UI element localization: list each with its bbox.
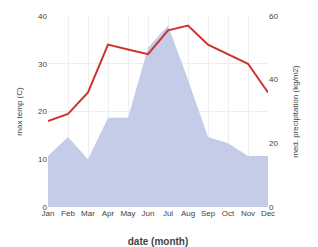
- svg-text:med. precipitation (kg/m2): med. precipitation (kg/m2): [291, 65, 300, 158]
- svg-text:20: 20: [269, 139, 278, 148]
- svg-text:date (month): date (month): [128, 236, 189, 247]
- svg-text:0: 0: [43, 203, 48, 212]
- svg-text:Feb: Feb: [61, 209, 75, 218]
- svg-text:Jul: Jul: [163, 209, 173, 218]
- svg-text:Dec: Dec: [261, 209, 275, 218]
- svg-text:60: 60: [269, 12, 278, 21]
- svg-text:May: May: [120, 209, 135, 218]
- svg-text:Nov: Nov: [241, 209, 255, 218]
- svg-text:10: 10: [38, 155, 47, 164]
- svg-text:Jan: Jan: [42, 209, 55, 218]
- svg-text:Sep: Sep: [201, 209, 216, 218]
- svg-text:Mar: Mar: [81, 209, 95, 218]
- svg-text:0: 0: [269, 203, 274, 212]
- svg-text:Aug: Aug: [181, 209, 195, 218]
- svg-text:20: 20: [38, 107, 47, 116]
- svg-text:Oct: Oct: [222, 209, 235, 218]
- svg-text:Jun: Jun: [142, 209, 155, 218]
- svg-text:40: 40: [269, 75, 278, 84]
- svg-text:40: 40: [38, 12, 47, 21]
- svg-text:max temp (C): max temp (C): [15, 87, 24, 136]
- svg-text:30: 30: [38, 60, 47, 69]
- svg-text:Apr: Apr: [102, 209, 115, 218]
